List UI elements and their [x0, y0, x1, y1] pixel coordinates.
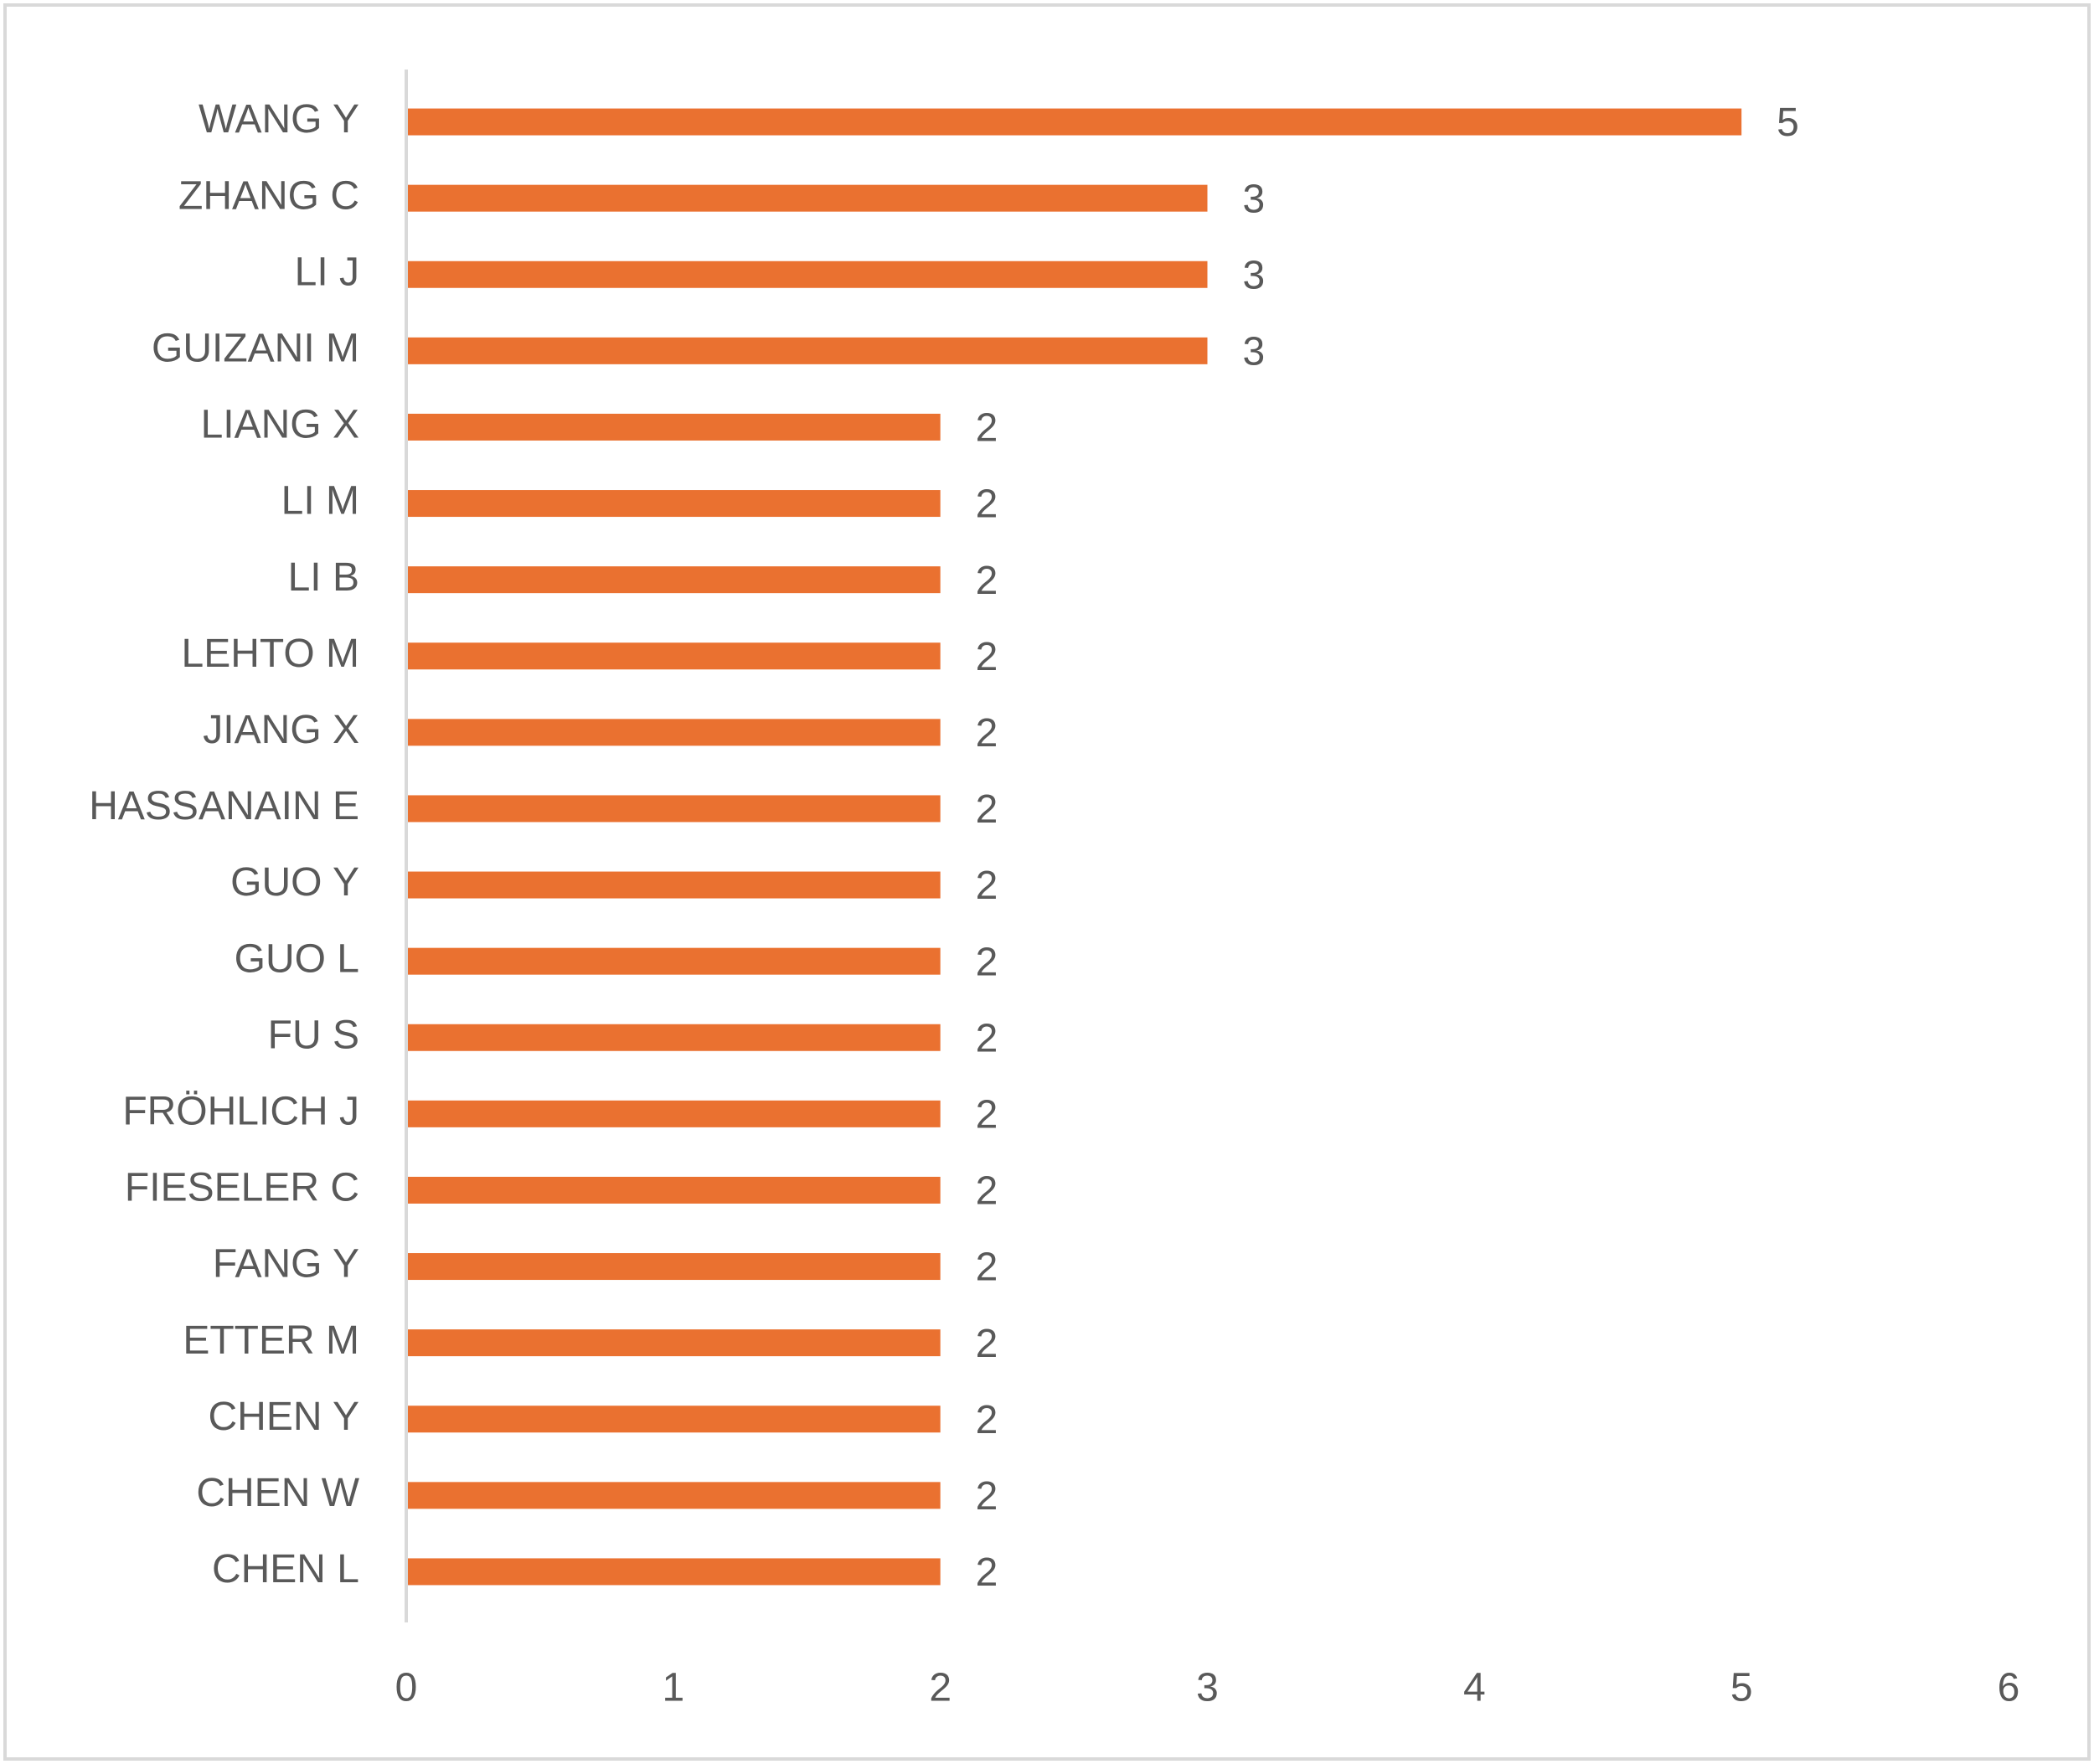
y-tick-label: ZHANG C — [178, 173, 359, 218]
data-label: 2 — [976, 864, 998, 908]
bar — [406, 1406, 941, 1433]
y-tick-label: LI M — [281, 479, 359, 524]
bar — [406, 184, 1208, 212]
y-tick-label: CHEN W — [196, 1471, 359, 1515]
x-tick-label: 0 — [395, 1666, 418, 1710]
bar — [406, 719, 941, 746]
bar — [406, 947, 941, 975]
y-tick-label: FRÖHLICH J — [122, 1090, 359, 1134]
data-label: 5 — [1777, 101, 1799, 145]
data-label: 2 — [976, 711, 998, 756]
y-tick-label: GUO L — [235, 936, 359, 981]
y-tick-label: FIESELER C — [125, 1166, 359, 1210]
data-label: 2 — [976, 1016, 998, 1060]
data-label: 2 — [976, 1246, 998, 1290]
data-label: 2 — [976, 1322, 998, 1366]
bar — [406, 1100, 941, 1127]
y-tick-label: WANG Y — [199, 97, 359, 142]
x-tick-label: 5 — [1730, 1666, 1753, 1710]
bar — [406, 413, 941, 441]
data-label: 3 — [1243, 177, 1266, 221]
x-tick-label: 4 — [1463, 1666, 1486, 1710]
data-label: 2 — [976, 1550, 998, 1595]
chart-frame — [3, 3, 2091, 1761]
bar — [406, 871, 941, 899]
y-tick-label: LIANG X — [201, 403, 359, 447]
y-tick-label: ETTER M — [183, 1318, 359, 1363]
y-tick-label: LI B — [288, 555, 359, 600]
y-tick-label: HASSANAIN E — [89, 784, 359, 828]
bar — [406, 1329, 941, 1357]
data-label: 2 — [976, 1398, 998, 1442]
bar — [406, 642, 941, 670]
x-tick-label: 6 — [1998, 1666, 2020, 1710]
data-label: 2 — [976, 482, 998, 527]
data-label: 2 — [976, 1474, 998, 1519]
data-label: 2 — [976, 1093, 998, 1137]
bar — [406, 337, 1208, 364]
data-label: 2 — [976, 1169, 998, 1214]
bar — [406, 1253, 941, 1281]
y-tick-label: GUIZANI M — [152, 327, 359, 371]
bar — [406, 1482, 941, 1509]
bar — [406, 566, 941, 594]
y-tick-label: CHEN Y — [209, 1395, 360, 1439]
y-tick-label: LI J — [295, 250, 359, 294]
x-tick-label: 3 — [1196, 1666, 1219, 1710]
x-tick-label: 1 — [662, 1666, 684, 1710]
bar — [406, 260, 1208, 288]
data-label: 2 — [976, 787, 998, 832]
data-label: 2 — [976, 635, 998, 679]
y-tick-label: FANG Y — [213, 1242, 359, 1287]
bar — [406, 490, 941, 518]
bar — [406, 1558, 941, 1586]
y-tick-label: JIANG X — [203, 708, 359, 752]
bar — [406, 795, 941, 823]
y-tick-label: GUO Y — [230, 860, 359, 905]
y-tick-label: CHEN L — [212, 1547, 359, 1591]
bar — [406, 1176, 941, 1204]
bar — [406, 108, 1742, 136]
data-label: 3 — [1243, 330, 1266, 374]
data-label: 2 — [976, 406, 998, 451]
y-tick-label: FU S — [268, 1013, 359, 1057]
data-label: 2 — [976, 940, 998, 984]
y-tick-label: LEHTO M — [182, 632, 359, 676]
data-label: 3 — [1243, 253, 1266, 297]
bar — [406, 1024, 941, 1051]
data-label: 2 — [976, 559, 998, 603]
x-tick-label: 2 — [929, 1666, 952, 1710]
